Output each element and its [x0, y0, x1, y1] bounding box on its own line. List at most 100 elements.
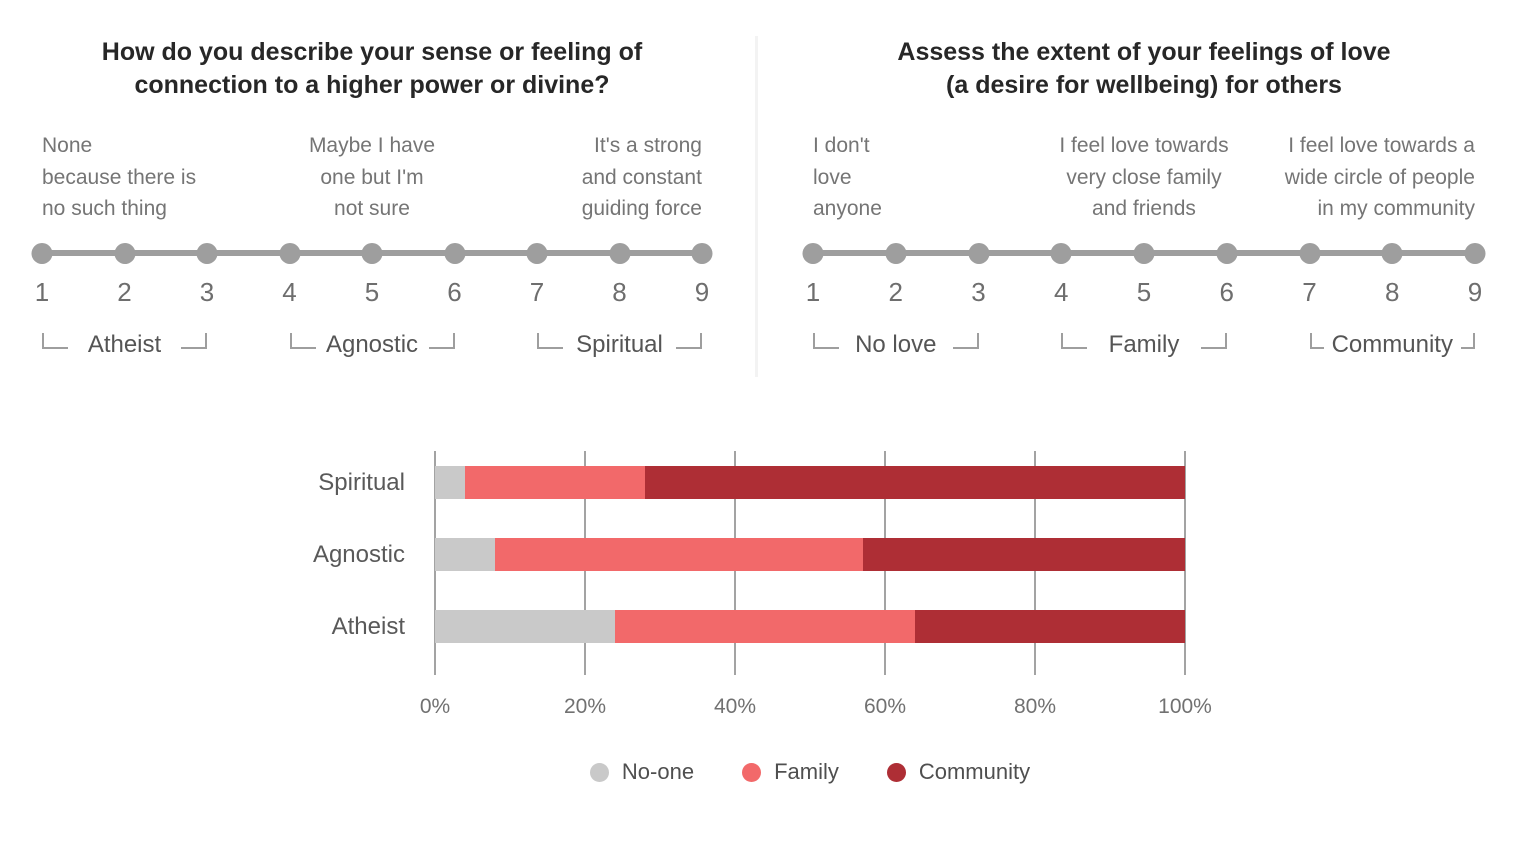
scale-number: 6 — [1219, 277, 1234, 307]
bracket-corner-right — [181, 333, 207, 349]
scale-dot — [1133, 243, 1155, 264]
anchor-label: Maybe I have one but I'm not sure — [308, 134, 436, 220]
gridline — [1184, 451, 1186, 675]
scale-dot — [279, 243, 300, 264]
scale-track — [802, 243, 1486, 265]
scale-number: 9 — [694, 277, 710, 307]
scale-number: 1 — [34, 277, 50, 307]
bracket-label: Family — [1108, 331, 1180, 358]
bracket-label: Spiritual — [576, 331, 663, 358]
bar-row — [435, 610, 1185, 643]
scale-dot — [885, 243, 907, 264]
category-label: Agnostic — [312, 541, 405, 568]
bracket-group: Atheist — [42, 331, 207, 377]
bracket-group: Community — [1309, 331, 1476, 377]
bracket-corner-left — [289, 333, 316, 349]
plot-area — [434, 451, 1186, 675]
bar-row — [435, 466, 1185, 499]
bar-segment-community — [862, 538, 1185, 571]
bracket-corner-right — [1460, 333, 1476, 349]
scale-dot — [1216, 243, 1238, 264]
bar-segment-family — [495, 538, 863, 571]
category-label: Atheist — [331, 613, 405, 640]
scale-number: 3 — [199, 277, 215, 307]
x-axis-labels: 0% 20% 40% 60% 80% 100% — [420, 693, 1212, 721]
x-tick-label: 100% — [1158, 695, 1212, 718]
scale-number: 1 — [805, 277, 821, 307]
anchor-label: I don't love anyone — [813, 134, 882, 220]
legend: No-one Family Community — [435, 759, 1185, 785]
scale-dot — [609, 243, 630, 264]
anchor-label: I feel love towards a wide circle of peo… — [1284, 134, 1475, 220]
chart-grid: Spiritual Agnostic Atheist — [300, 451, 1186, 675]
scale-number: 7 — [1302, 277, 1317, 307]
number-row: 1 2 3 4 5 6 7 8 9 — [35, 277, 709, 307]
scale-dot — [691, 243, 713, 264]
bracket-corner-left — [537, 333, 563, 349]
bracket-corner-left — [1309, 333, 1324, 349]
scale-dot — [968, 243, 989, 264]
legend-item: Family — [742, 759, 839, 785]
bracket-corner-right — [676, 333, 702, 349]
bracket-row: Atheist Agnostic Spiritual — [42, 331, 702, 377]
scale-dot — [1464, 243, 1486, 264]
bracket-label: Agnostic — [325, 331, 419, 358]
anchor-label: None because there is no such thing — [42, 134, 197, 220]
bracket-group: No love — [813, 331, 979, 377]
scale-number: 3 — [971, 277, 986, 307]
legend-swatch — [589, 762, 609, 782]
bar-segment-family — [465, 466, 645, 499]
x-tick-label: 40% — [713, 695, 757, 718]
scale-number: 5 — [364, 277, 380, 307]
scale-number: 4 — [1054, 277, 1069, 307]
legend-label: Community — [918, 759, 1031, 784]
legend-swatch — [886, 762, 906, 782]
bar-segment-family — [615, 610, 915, 643]
scale-dot — [1050, 243, 1072, 264]
scale-number: 2 — [888, 277, 903, 307]
legend-swatch — [742, 762, 762, 782]
scale-dot — [444, 243, 465, 264]
bracket-corner-left — [813, 333, 839, 349]
anchor-row: I don't love anyone I feel love towards v… — [813, 130, 1475, 226]
bar-row — [435, 538, 1185, 571]
bracket-corner-right — [428, 333, 455, 349]
scale-panel-love: Assess the extent of your feelings of lo… — [755, 36, 1536, 377]
bar-segment-no-one — [435, 538, 495, 571]
stacked-bar-chart: Spiritual Agnostic Atheist 0% 20% 40% 60% 80% 1… — [300, 451, 1212, 785]
category-label: Spiritual — [318, 469, 405, 496]
x-tick-label: 80% — [1013, 695, 1057, 718]
scale-track — [31, 243, 713, 265]
scale-dot — [196, 243, 218, 264]
anchor-label: I feel love towards very close family an… — [1059, 134, 1229, 220]
scale-number: 9 — [1467, 277, 1483, 307]
anchor-label: It's a strong and constant guiding force — [581, 134, 702, 220]
scale-panels-row: How do you describe your sense or feelin… — [0, 0, 1536, 377]
scale-number: 4 — [282, 277, 297, 307]
bracket-label: Community — [1331, 331, 1453, 358]
bar-segment-no-one — [435, 466, 465, 499]
scale-number: 5 — [1136, 277, 1152, 307]
bracket-corner-left — [42, 333, 68, 349]
x-tick-label: 60% — [863, 695, 907, 718]
bar-segment-no-one — [435, 610, 615, 643]
category-label-column: Spiritual Agnostic Atheist — [300, 451, 435, 675]
bracket-label: No love — [855, 331, 937, 358]
bracket-label: Atheist — [87, 331, 162, 358]
bracket-group: Agnostic — [289, 331, 455, 377]
x-tick-label: 20% — [563, 695, 607, 718]
scale-dot — [361, 243, 383, 264]
bracket-group: Spiritual — [537, 331, 702, 377]
bracket-group: Family — [1061, 331, 1227, 377]
scale-dot — [802, 243, 824, 264]
bar-segment-community — [915, 610, 1185, 643]
scale-dot — [31, 243, 53, 264]
scale-number: 8 — [612, 277, 627, 307]
legend-item: No-one — [589, 759, 694, 785]
bracket-row: No love Family Community — [813, 331, 1476, 377]
bracket-corner-right — [1200, 333, 1227, 349]
legend-item: Community — [886, 759, 1031, 785]
x-tick-label: 0% — [419, 695, 451, 718]
scale-panel-connection: How do you describe your sense or feelin… — [0, 36, 755, 377]
scale-number: 7 — [529, 277, 545, 307]
